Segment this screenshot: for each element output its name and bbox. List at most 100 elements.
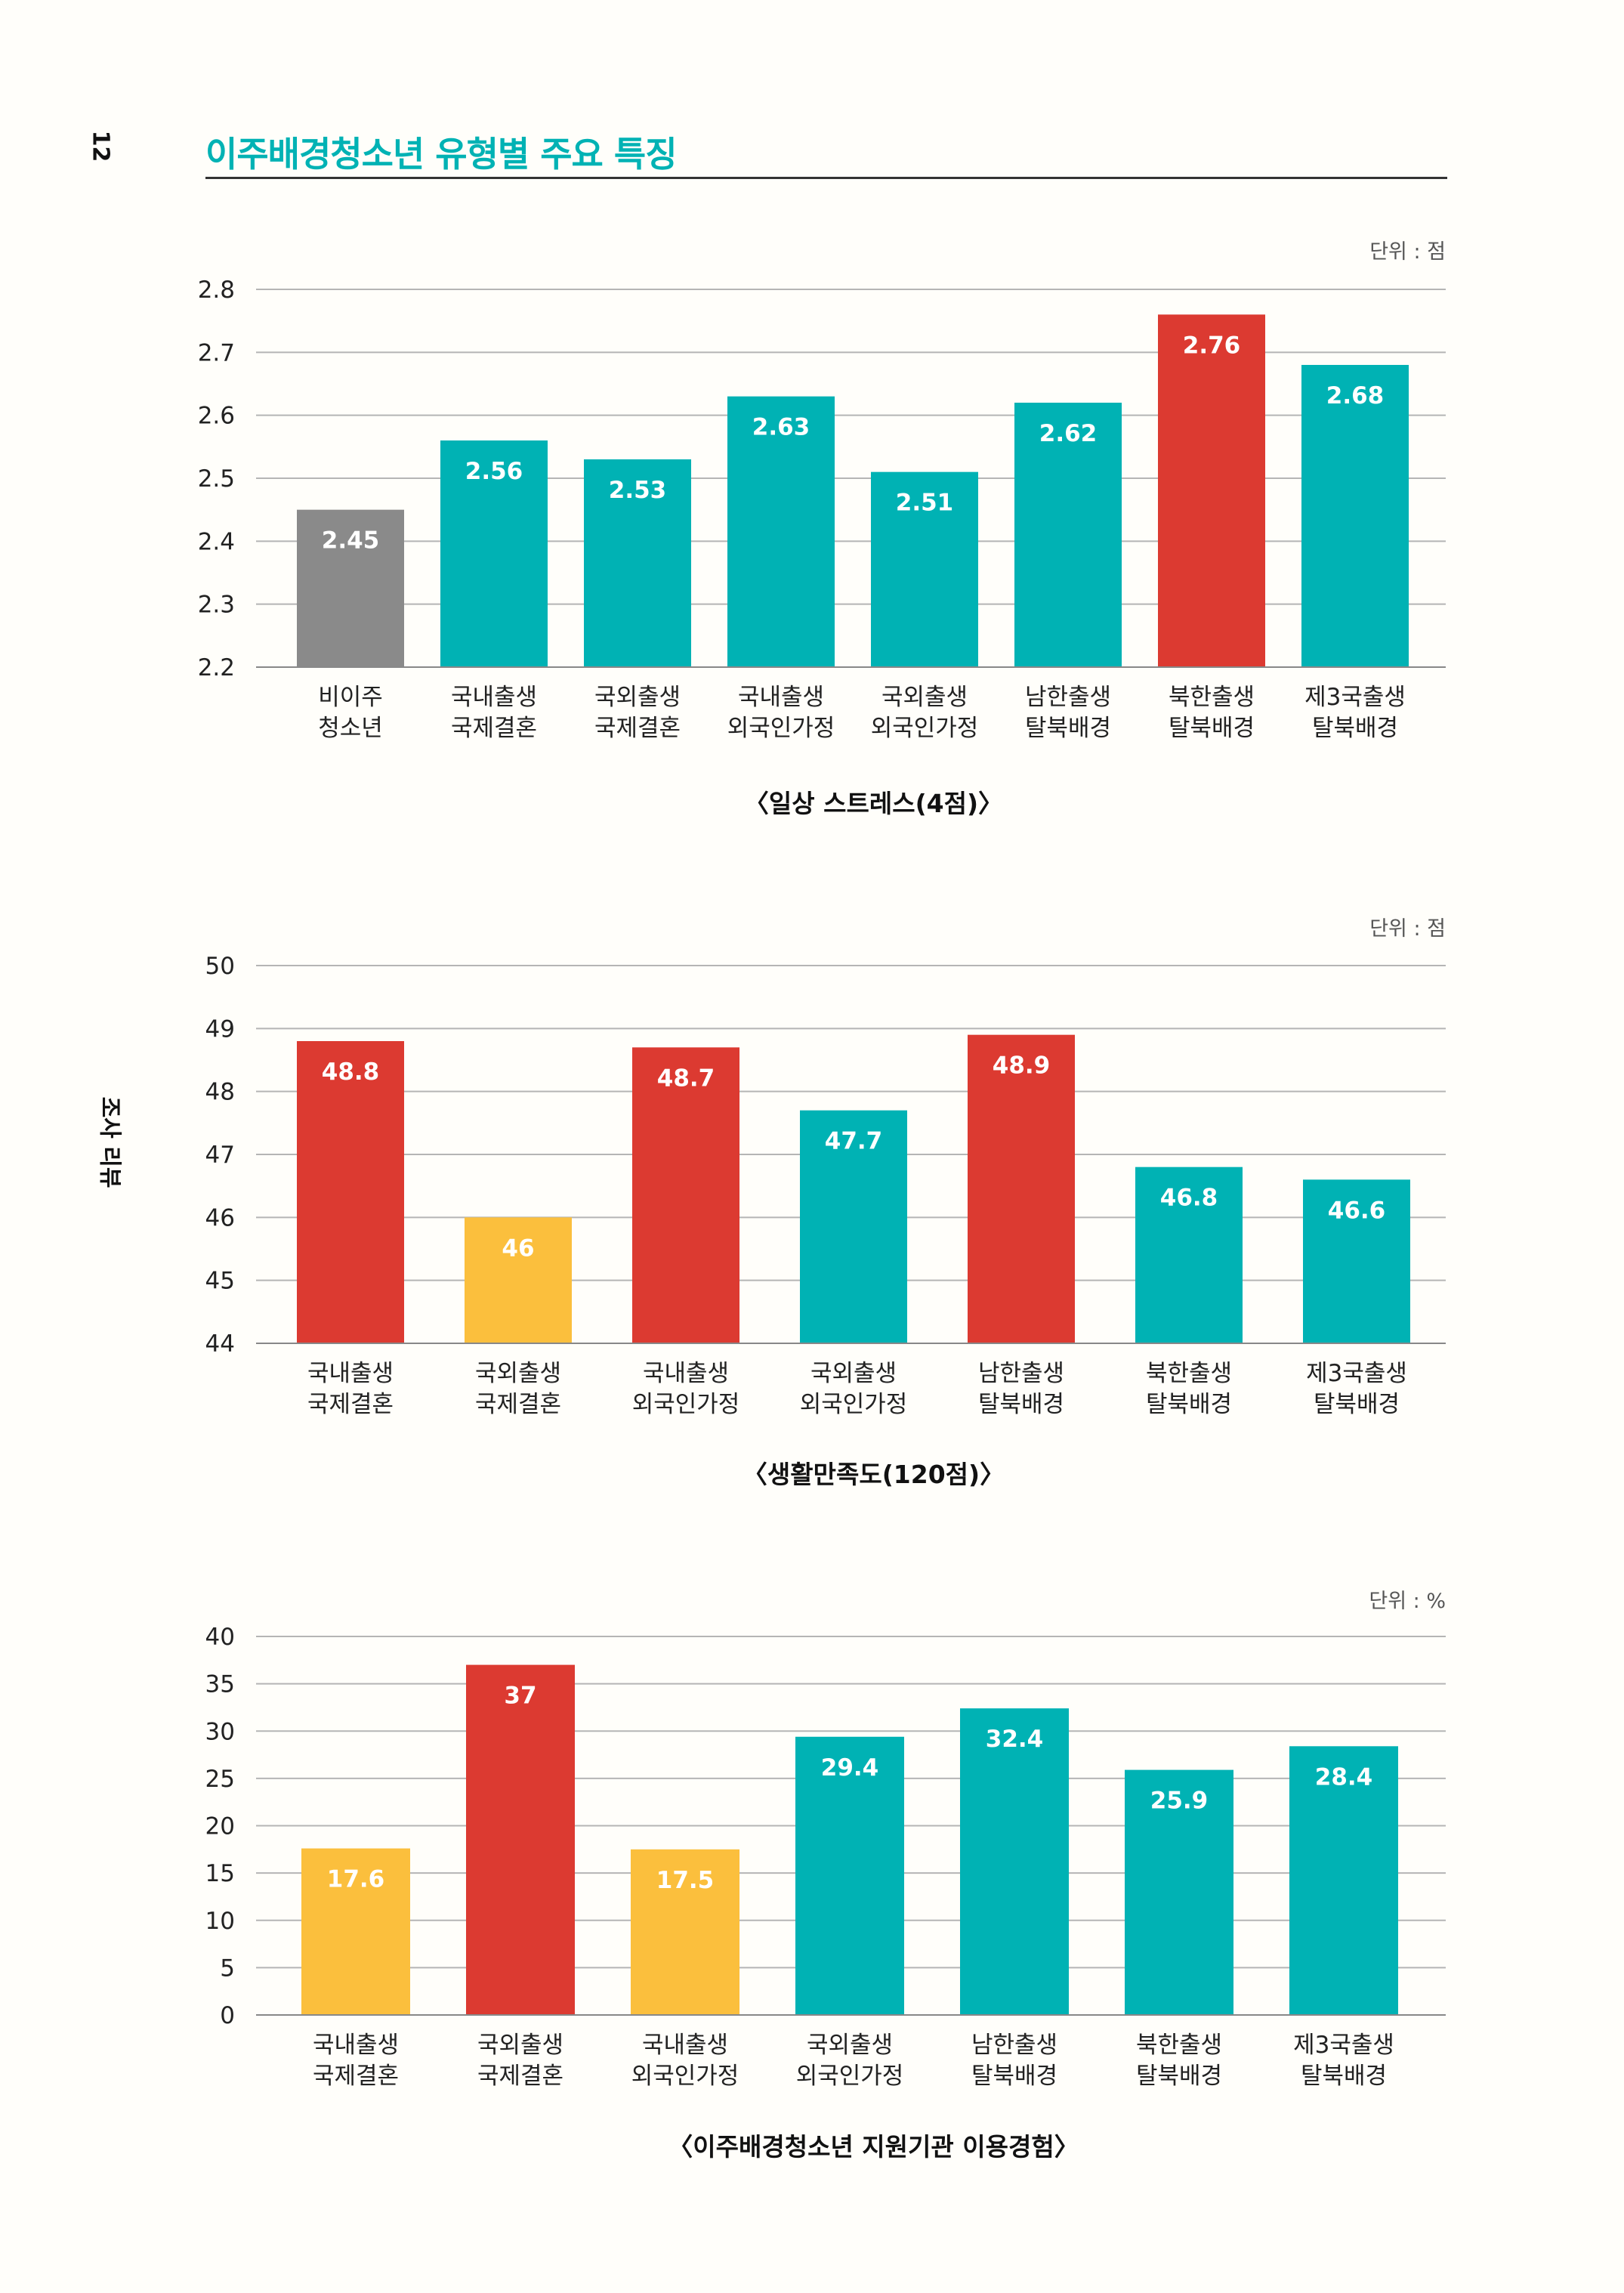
bar <box>1135 1167 1243 1343</box>
x-category-label: 탈북배경 <box>1146 1391 1232 1418</box>
y-tick-label: 2.3 <box>198 592 235 619</box>
unit-label: 단위 : % <box>1369 1590 1446 1613</box>
bar <box>795 1736 904 2015</box>
y-tick-label: 10 <box>205 1908 235 1935</box>
bar <box>960 1708 1069 2015</box>
x-category-label: 비이주 <box>318 684 383 711</box>
bar <box>631 1849 739 2015</box>
unit-label: 단위 : 점 <box>1369 917 1446 941</box>
x-category-label: 국제결혼 <box>477 2063 563 2090</box>
y-tick-label: 2.8 <box>198 277 235 304</box>
x-category-label: 국제결혼 <box>451 715 537 742</box>
x-category-label: 국제결혼 <box>594 715 681 742</box>
bar <box>1303 1179 1410 1343</box>
bar-value-label: 25.9 <box>1150 1788 1209 1815</box>
x-category-label: 국제결혼 <box>313 2063 399 2090</box>
y-tick-label: 35 <box>205 1671 235 1698</box>
y-tick-label: 15 <box>205 1860 235 1887</box>
x-category-label: 제3국출생 <box>1293 2032 1394 2059</box>
title-divider <box>205 177 1447 179</box>
bar <box>727 396 835 667</box>
y-tick-label: 50 <box>205 953 235 980</box>
chart-caption: 〈이주배경청소년 지원기관 이용경험〉 <box>668 2132 1079 2162</box>
bar-value-label: 46.6 <box>1328 1197 1386 1224</box>
x-category-label: 남한출생 <box>1025 684 1111 711</box>
x-category-label: 북한출생 <box>1136 2032 1222 2059</box>
x-category-label: 청소년 <box>318 715 383 742</box>
y-tick-label: 2.5 <box>198 465 235 493</box>
bar-value-label: 2.68 <box>1326 382 1385 409</box>
bar-value-label: 2.45 <box>322 527 380 555</box>
x-category-label: 제3국출생 <box>1306 1360 1407 1387</box>
y-tick-label: 40 <box>205 1624 235 1651</box>
x-category-label: 탈북배경 <box>971 2063 1057 2090</box>
y-tick-label: 30 <box>205 1718 235 1745</box>
x-category-label: 탈북배경 <box>1025 715 1111 742</box>
bar <box>297 1041 404 1343</box>
y-tick-label: 47 <box>205 1142 235 1169</box>
bar-value-label: 37 <box>504 1683 536 1710</box>
bar <box>466 1664 575 2015</box>
x-category-label: 국외출생 <box>594 684 681 711</box>
bar-value-label: 2.63 <box>752 414 810 441</box>
y-tick-label: 46 <box>205 1204 235 1231</box>
x-category-label: 북한출생 <box>1146 1360 1232 1387</box>
x-category-label: 외국인가정 <box>727 715 835 742</box>
bar <box>800 1110 907 1343</box>
bar-value-label: 2.51 <box>896 490 954 517</box>
x-category-label: 탈북배경 <box>1312 715 1398 742</box>
bar <box>632 1047 739 1343</box>
x-category-label: 탈북배경 <box>1314 1391 1400 1418</box>
bar <box>871 471 978 667</box>
y-tick-label: 2.4 <box>198 528 235 555</box>
x-category-label: 국제결혼 <box>475 1391 561 1418</box>
x-category-label: 탈북배경 <box>978 1391 1064 1418</box>
x-category-label: 국내출생 <box>451 684 537 711</box>
x-category-label: 탈북배경 <box>1136 2063 1222 2090</box>
x-category-label: 외국인가정 <box>632 1391 740 1418</box>
y-tick-label: 25 <box>205 1766 235 1793</box>
bar-value-label: 2.76 <box>1183 332 1241 359</box>
y-tick-label: 2.6 <box>198 403 235 430</box>
x-category-label: 국외출생 <box>810 1360 897 1387</box>
x-category-label: 국외출생 <box>881 684 968 711</box>
y-tick-label: 48 <box>205 1079 235 1106</box>
x-category-label: 탈북배경 <box>1301 2063 1387 2090</box>
bar <box>1014 403 1122 667</box>
bar-value-label: 28.4 <box>1315 1763 1373 1791</box>
x-category-label: 국내출생 <box>307 1360 394 1387</box>
x-category-label: 제3국출생 <box>1304 684 1406 711</box>
bar <box>465 1217 572 1343</box>
y-tick-label: 2.2 <box>198 654 235 681</box>
x-category-label: 국외출생 <box>477 2032 563 2059</box>
y-tick-label: 20 <box>205 1813 235 1840</box>
bar-value-label: 17.5 <box>656 1867 715 1894</box>
y-tick-label: 45 <box>205 1268 235 1295</box>
bar-value-label: 2.53 <box>609 477 667 504</box>
x-category-label: 북한출생 <box>1169 684 1255 711</box>
chart-caption: 〈생활만족도(120점)〉 <box>743 1460 1005 1489</box>
bar-value-label: 48.9 <box>993 1052 1051 1080</box>
bar-value-label: 17.6 <box>327 1866 385 1893</box>
y-tick-label: 49 <box>205 1015 235 1043</box>
x-category-label: 국외출생 <box>475 1360 561 1387</box>
bar <box>1125 1769 1233 2015</box>
bar <box>1158 314 1265 667</box>
chart-caption: 〈일상 스트레스(4점)〉 <box>744 789 1003 818</box>
y-tick-label: 0 <box>220 2002 235 2029</box>
bar <box>440 440 548 667</box>
x-category-label: 외국인가정 <box>631 2063 739 2090</box>
bar <box>584 459 691 667</box>
bar <box>968 1034 1075 1343</box>
x-category-label: 외국인가정 <box>800 1391 908 1418</box>
x-category-label: 탈북배경 <box>1169 715 1255 742</box>
x-category-label: 국내출생 <box>643 1360 729 1387</box>
bar <box>297 509 404 667</box>
y-tick-label: 44 <box>205 1330 235 1358</box>
bar-value-label: 2.56 <box>465 458 523 485</box>
bar-value-label: 29.4 <box>821 1754 879 1782</box>
bar <box>1289 1746 1398 2015</box>
